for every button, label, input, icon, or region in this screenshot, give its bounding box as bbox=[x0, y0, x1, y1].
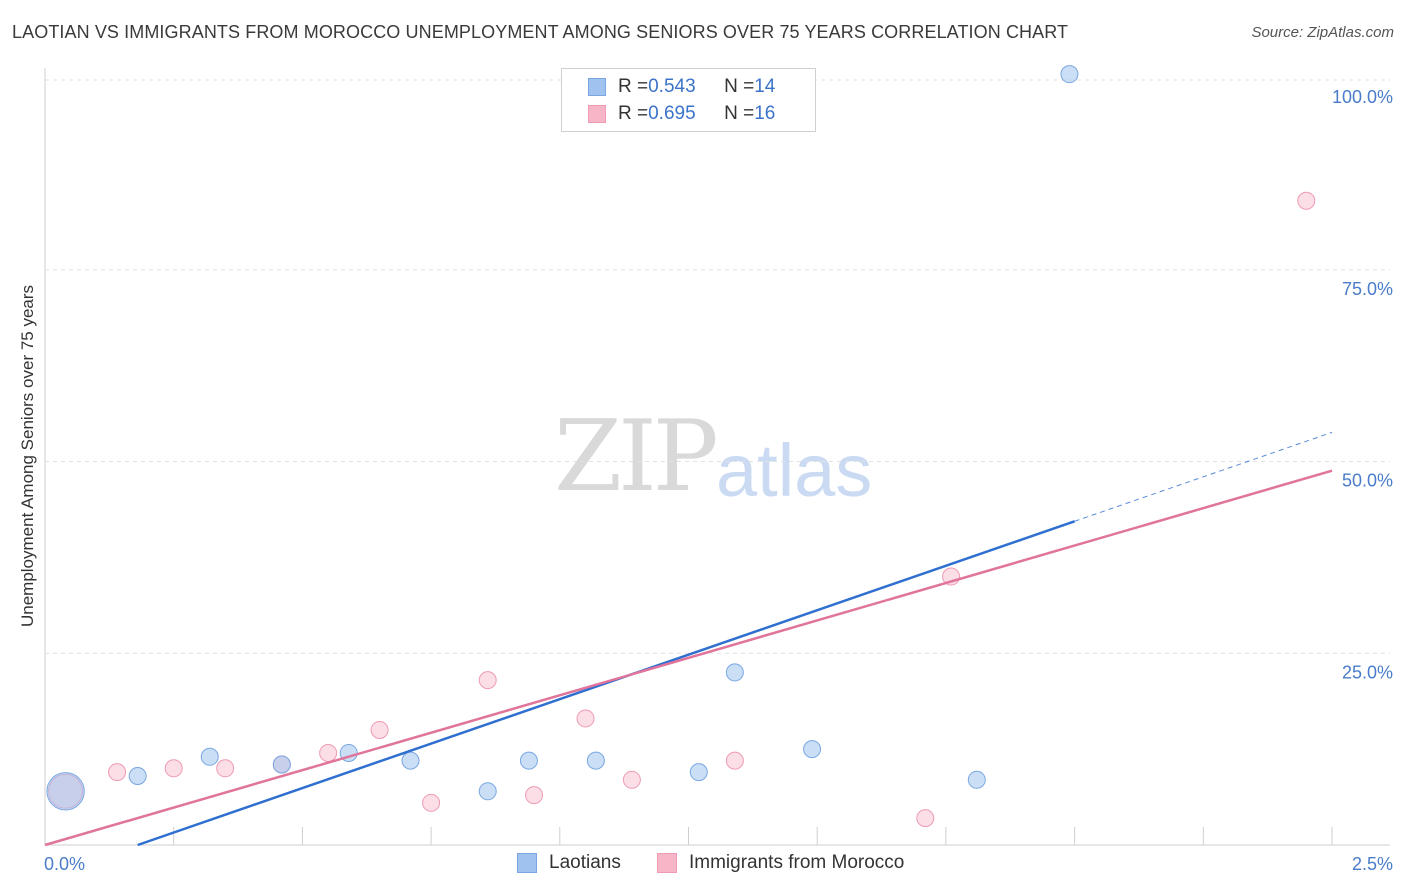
bottom-legend-label-morocco: Immigrants from Morocco bbox=[689, 852, 905, 873]
legend-n-label: N = bbox=[724, 103, 755, 124]
legend-row-morocco: R = 0.695 N = 16 bbox=[588, 102, 775, 126]
x-tick-label: 2.5% bbox=[1352, 854, 1393, 874]
legend-swatch-laotians bbox=[588, 78, 606, 96]
laotian-point bbox=[200, 747, 219, 766]
laotian-point bbox=[1060, 65, 1079, 84]
x-tick-label: 0.0% bbox=[44, 854, 85, 874]
morocco-point bbox=[576, 709, 595, 728]
laotian-point bbox=[586, 751, 605, 770]
legend-n-value: 14 bbox=[754, 76, 776, 97]
laotian-point bbox=[803, 740, 822, 759]
laotian-point bbox=[272, 755, 291, 774]
watermark-atlas: atlas bbox=[716, 429, 873, 512]
morocco-point bbox=[622, 770, 641, 789]
bottom-legend-swatch-laotians bbox=[517, 853, 537, 873]
source-label: Source: ZipAtlas.com bbox=[1251, 24, 1394, 41]
legend-r-value: 0.543 bbox=[648, 76, 696, 97]
morocco-point bbox=[478, 671, 497, 690]
morocco-point bbox=[725, 751, 744, 770]
bottom-legend-label-laotians: Laotians bbox=[549, 852, 621, 873]
y-tick-label: 25.0% bbox=[1342, 662, 1393, 682]
legend-n-value: 16 bbox=[754, 103, 776, 124]
y-tick-label: 100.0% bbox=[1332, 87, 1393, 107]
morocco-point bbox=[525, 786, 544, 805]
morocco-point bbox=[164, 759, 183, 778]
legend-n-label: N = bbox=[724, 76, 755, 97]
morocco-point bbox=[916, 809, 935, 828]
laotian-point bbox=[967, 770, 986, 789]
morocco-point bbox=[370, 720, 389, 739]
legend-swatch-morocco bbox=[588, 105, 606, 123]
laotian-point bbox=[725, 663, 744, 682]
laotian-point bbox=[689, 763, 708, 782]
bottom-legend-swatch-morocco bbox=[657, 853, 677, 873]
morocco-point bbox=[108, 763, 127, 782]
laotian-point bbox=[128, 766, 147, 785]
laotian-point bbox=[401, 751, 420, 770]
watermark-zip: ZIP bbox=[554, 400, 719, 514]
morocco-point bbox=[422, 793, 441, 812]
legend-row-laotians: R = 0.543 N = 14 bbox=[588, 75, 775, 99]
laotian-trend-line bbox=[137, 520, 1076, 847]
morocco-point bbox=[216, 759, 235, 778]
y-tick-label: 50.0% bbox=[1342, 471, 1393, 491]
bottom-legend-laotians: Laotians bbox=[517, 852, 621, 874]
laotian-point bbox=[46, 772, 85, 811]
morocco-point bbox=[319, 743, 338, 762]
legend-r-value: 0.695 bbox=[648, 103, 696, 124]
legend: R = 0.543 N = 14 R = 0.695 N = 16 bbox=[561, 68, 816, 132]
y-tick-label: 75.0% bbox=[1342, 279, 1393, 299]
laotian-point bbox=[478, 782, 497, 801]
morocco-point bbox=[1297, 191, 1316, 210]
laotian-point bbox=[519, 751, 538, 770]
laotian-trend-extension bbox=[1074, 431, 1333, 522]
morocco-trend-line bbox=[44, 469, 1333, 847]
bottom-legend-morocco: Immigrants from Morocco bbox=[657, 852, 904, 874]
legend-r-label: R = bbox=[618, 103, 649, 124]
chart-title: LAOTIAN VS IMMIGRANTS FROM MOROCCO UNEMP… bbox=[12, 22, 1069, 42]
legend-r-label: R = bbox=[618, 76, 649, 97]
